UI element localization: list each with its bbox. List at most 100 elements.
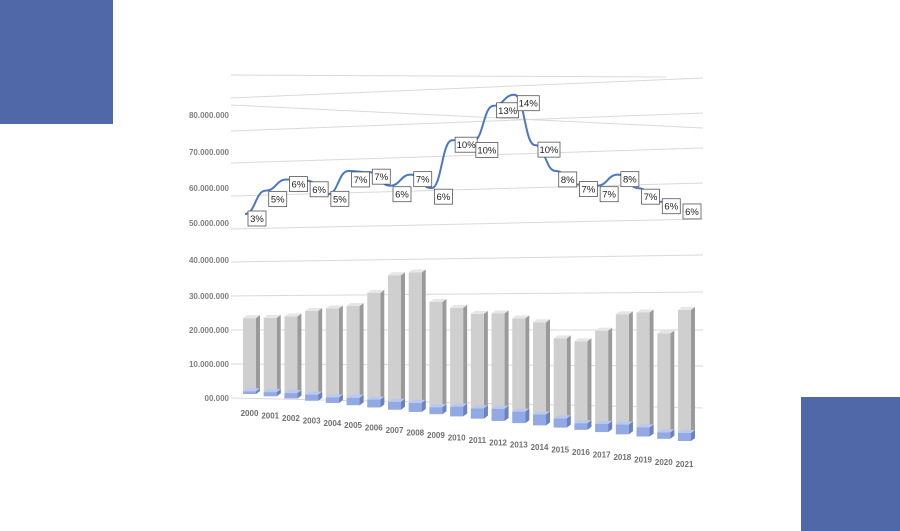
x-tick-label: 2018	[613, 453, 631, 462]
base-bar-top	[305, 391, 323, 395]
base-bar-side	[546, 411, 550, 426]
bar-column-2001	[263, 314, 281, 397]
x-tick-label: 2014	[531, 443, 549, 452]
base-bar-side	[566, 415, 571, 428]
base-bar-side	[421, 399, 426, 412]
bar	[325, 308, 339, 403]
data-label-box	[599, 186, 619, 203]
x-tick-label: 2019	[634, 455, 652, 464]
data-label: 10%	[539, 145, 559, 156]
bar-column-2006	[367, 289, 385, 408]
gridline	[230, 254, 704, 263]
data-label-2014: 10%	[537, 141, 561, 158]
data-label-2009: 6%	[434, 188, 453, 205]
base-bar-top	[678, 429, 695, 433]
bar-side	[276, 314, 281, 397]
x-tick-label: 2001	[261, 411, 279, 420]
data-label-box	[682, 203, 702, 220]
base-bar-top	[636, 424, 654, 428]
bar-column-2005	[346, 303, 364, 406]
bar-side	[297, 313, 302, 399]
base-bar	[263, 392, 277, 397]
bar-side	[318, 308, 323, 401]
data-label-2015: 8%	[558, 171, 578, 188]
data-label-2019: 7%	[641, 188, 660, 205]
bar	[574, 341, 588, 430]
base-bar-top	[491, 405, 509, 409]
data-label-2017: 7%	[599, 186, 619, 203]
data-label-box	[537, 141, 561, 158]
data-label-2008: 7%	[413, 171, 433, 188]
y-tick-label: 40.000.000	[189, 256, 230, 265]
gridline	[230, 77, 704, 99]
data-label-box	[371, 168, 391, 185]
base-bar	[491, 408, 505, 421]
bar	[450, 307, 464, 417]
base-bar-top	[263, 389, 281, 393]
x-tick-label: 2005	[344, 421, 362, 430]
bar-side	[504, 310, 509, 421]
base-bar-side	[691, 429, 695, 441]
bar-column-2015	[553, 335, 571, 428]
data-label: 14%	[519, 99, 539, 110]
bar-side	[670, 330, 675, 439]
base-bar	[450, 406, 464, 417]
bar	[657, 333, 671, 439]
bar-side	[338, 305, 343, 403]
bar-top	[595, 327, 613, 331]
data-label: 5%	[333, 194, 347, 205]
base-bar	[284, 393, 298, 399]
bar	[263, 317, 277, 397]
bar	[243, 318, 256, 394]
data-label: 7%	[582, 184, 596, 195]
bar-top	[367, 289, 385, 293]
y-tick-label: 80.000.000	[189, 111, 230, 120]
bar-column-2020	[657, 330, 675, 439]
bar-side	[691, 306, 695, 441]
base-bar-top	[574, 420, 592, 424]
base-bar	[305, 394, 319, 401]
y-tick-label: 60.000.000	[189, 184, 230, 193]
x-tick-label: 2006	[365, 424, 383, 433]
data-label-2006: 7%	[371, 168, 391, 185]
x-tick-label: 2011	[469, 436, 487, 445]
decorative-block-top-left	[0, 0, 113, 124]
data-label-box	[330, 190, 350, 207]
bar	[429, 301, 443, 415]
bar-column-2017	[595, 327, 613, 433]
gridline	[230, 112, 704, 132]
bar-top	[450, 304, 468, 308]
base-bar	[388, 401, 401, 410]
x-tick-label: 2021	[676, 460, 694, 469]
bar-top	[636, 309, 654, 313]
bar-column-2010	[450, 304, 468, 417]
data-label-2018: 8%	[620, 171, 640, 188]
data-label-box	[620, 171, 640, 188]
gridline	[230, 147, 704, 164]
data-label: 6%	[395, 190, 409, 201]
gridline	[230, 74, 667, 78]
x-tick-label: 2012	[489, 438, 507, 447]
data-label: 7%	[416, 175, 430, 186]
base-bar-top	[512, 408, 530, 412]
data-label: 8%	[561, 175, 575, 186]
base-bar-side	[649, 424, 654, 437]
data-label-box	[641, 188, 660, 205]
bar-column-2014	[533, 319, 550, 426]
base-bar	[243, 391, 256, 394]
gridline	[230, 218, 704, 230]
data-label-2001: 5%	[268, 191, 288, 208]
x-tick-label: 2002	[282, 414, 300, 423]
bar-top	[512, 315, 530, 319]
gridline	[230, 104, 704, 129]
bar-column-2008	[408, 269, 426, 412]
bar-top	[388, 272, 405, 276]
base-bar-top	[553, 415, 571, 419]
data-label-box	[309, 181, 329, 198]
base-bar-top	[429, 404, 447, 408]
bar-column-2021	[678, 306, 695, 441]
data-label: 6%	[312, 185, 326, 196]
bar	[388, 275, 401, 410]
x-tick-label: 2007	[386, 426, 404, 435]
bar-side	[608, 327, 613, 433]
